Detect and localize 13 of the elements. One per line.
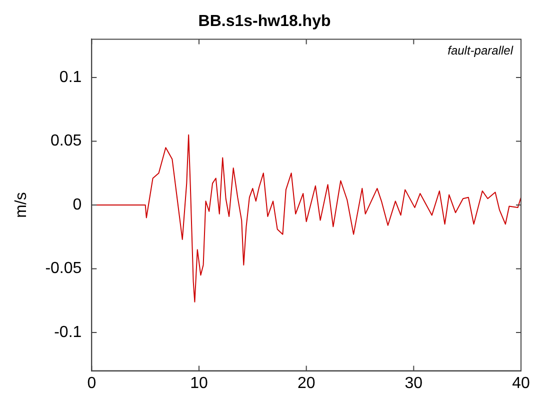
x-tick-label: 40 — [512, 374, 530, 392]
x-tick-label: 20 — [297, 374, 316, 392]
x-tick-label: 0 — [87, 374, 96, 392]
y-tick-label: -0.1 — [54, 324, 82, 341]
annotation: fault-parallel — [448, 44, 514, 58]
y-tick-label: 0.05 — [50, 132, 82, 150]
chart-title: BB.s1s-hw18.hyb — [198, 13, 331, 30]
y-tick-label: -0.05 — [45, 260, 82, 278]
y-tick-label: 0 — [72, 196, 82, 214]
y-axis-title: m/s — [13, 192, 30, 218]
x-tick-label: 10 — [190, 374, 208, 392]
x-tick-label: 30 — [404, 374, 423, 392]
y-tick-label: 0.1 — [59, 68, 82, 86]
